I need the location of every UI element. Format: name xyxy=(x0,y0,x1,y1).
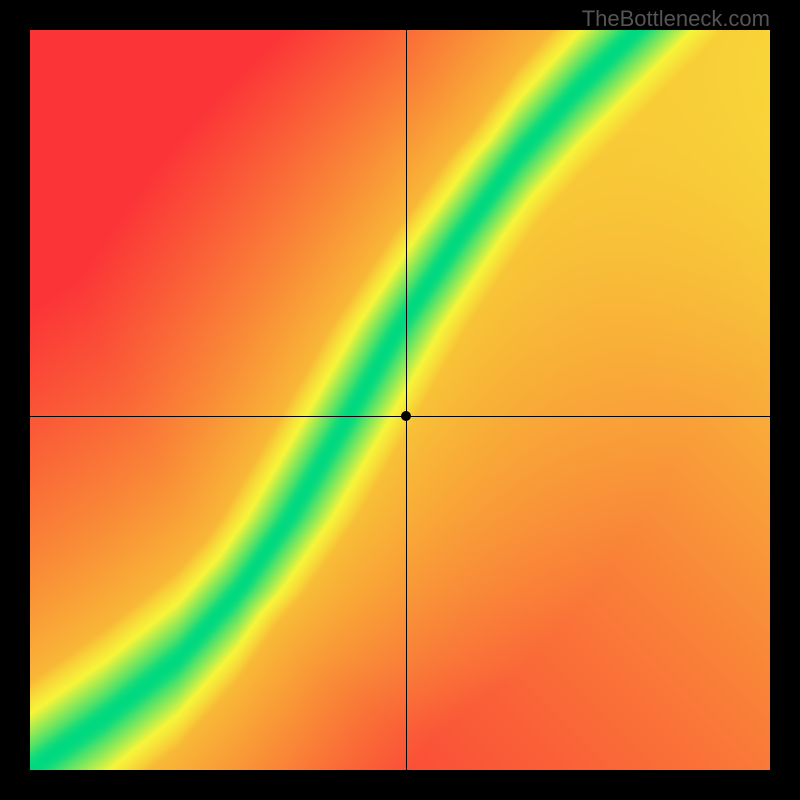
heatmap-canvas xyxy=(30,30,770,770)
plot-area xyxy=(30,30,770,770)
crosshair-vertical xyxy=(406,30,407,770)
watermark-text: TheBottleneck.com xyxy=(582,6,770,32)
crosshair-horizontal xyxy=(30,416,770,417)
chart-frame: TheBottleneck.com xyxy=(0,0,800,800)
